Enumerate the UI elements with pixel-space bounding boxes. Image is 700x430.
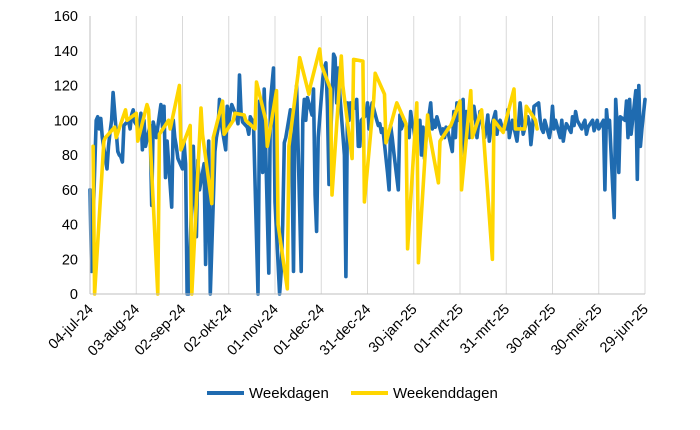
x-tick-label: 30-mei-25 — [548, 302, 605, 359]
axes — [89, 16, 645, 295]
legend: Weekdagen Weekenddagen — [207, 385, 498, 402]
y-tick-label: 0 — [70, 287, 78, 303]
x-tick-label: 31-mrt-25 — [457, 302, 513, 358]
y-tick-label: 40 — [62, 218, 78, 234]
y-tick-label: 80 — [62, 148, 78, 164]
x-tick-label: 29-jun-25 — [597, 302, 652, 357]
x-tick-labels: 04-jul-2403-aug-2402-sep-2402-okt-2401-n… — [46, 302, 652, 360]
y-tick-label: 160 — [54, 9, 78, 25]
y-tick-label: 140 — [54, 44, 78, 60]
y-tick-label: 60 — [62, 183, 78, 199]
series-lines — [88, 47, 647, 296]
y-tick-label: 100 — [54, 113, 78, 129]
legend-label: Weekenddagen — [393, 385, 498, 402]
x-tick-label: 31-dec-24 — [317, 302, 374, 359]
y-tick-labels: 0 20 40 60 80 100 120 140 160 — [54, 9, 78, 303]
y-tick-label: 120 — [54, 79, 78, 95]
series-line-weekenddagen — [91, 47, 539, 296]
legend-label: Weekdagen — [249, 385, 329, 402]
x-tick-label: 01-mrt-25 — [411, 302, 467, 358]
y-tick-label: 20 — [62, 252, 78, 268]
x-tick-label: 02-sep-24 — [132, 302, 189, 359]
